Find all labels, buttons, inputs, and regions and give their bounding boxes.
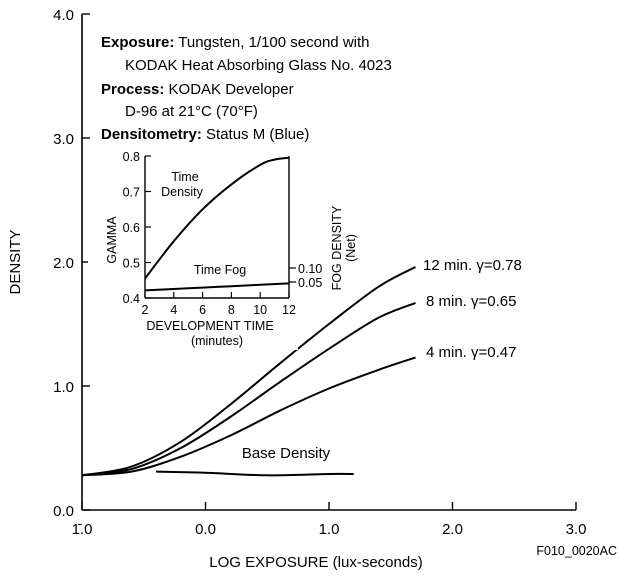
annotation-4-min: 4 min. γ=0.47 <box>426 344 516 361</box>
x-tick-label: 1̄.0 <box>72 521 93 538</box>
inset-annotation-time-fog: Time Fog <box>194 263 246 277</box>
inset-x-axis-label: DEVELOPMENT TIME <box>146 319 273 333</box>
densitometry-line: Densitometry: Status M (Blue) <box>101 126 309 143</box>
x-tick-label: 3.0 <box>566 521 587 538</box>
inset-y-tick-label: 0.4 <box>123 292 140 306</box>
inset-x-tick-label: 4 <box>170 303 177 317</box>
y-tick-label: 3.0 <box>53 131 74 148</box>
exposure-text: Tungsten, 1/100 second with <box>174 34 369 51</box>
series-base-density <box>156 470 354 477</box>
main-x-axis-label: LOG EXPOSURE (lux-seconds) <box>209 554 422 571</box>
annotation-base-density: Base Density <box>242 445 331 462</box>
exposure-label: Exposure: <box>101 34 174 51</box>
inset-right-tick-label: 0.05 <box>298 276 322 290</box>
inset-y-tick-label: 0.8 <box>123 150 140 164</box>
densitometry-text: Status M (Blue) <box>202 126 310 143</box>
inset-x-axis-label-2: (minutes) <box>191 334 243 348</box>
y-tick-label: 4.0 <box>53 7 74 24</box>
inset-annotation-time: Time <box>171 170 198 184</box>
inset-y-tick-label: 0.6 <box>123 221 140 235</box>
y-tick-label: 1.0 <box>53 379 74 396</box>
inset-y-axis-label: GAMMA <box>105 216 119 264</box>
inset-x-tick-label: 12 <box>282 303 296 317</box>
inset-series-time-fog <box>144 282 290 292</box>
x-tick-label: 1.0 <box>319 521 340 538</box>
series-8-min-0-65 <box>81 301 416 477</box>
densitometry-label: Densitometry: <box>101 126 202 143</box>
process-line: Process: KODAK Developer <box>101 81 294 98</box>
inset-y-tick-label: 0.5 <box>123 257 140 271</box>
series-12-min-0-78 <box>81 266 416 477</box>
inset-x-tick-label: 8 <box>228 303 235 317</box>
inset-right-tick-label: 0.10 <box>298 262 322 276</box>
x-tick-label: 0.0 <box>195 521 216 538</box>
annotation-12-min: 12 min. γ=0.78 <box>423 257 522 274</box>
inset-right-axis-label: FOG DENSITY <box>330 205 344 290</box>
inset-x-tick-label: 10 <box>253 303 267 317</box>
inset-annotation-density: Density <box>161 185 203 199</box>
process-text: KODAK Developer <box>164 81 293 98</box>
process-line-2: D-96 at 21°C (70°F) <box>125 103 258 120</box>
exposure-line-2: KODAK Heat Absorbing Glass No. 4023 <box>125 57 392 74</box>
exposure-line: Exposure: Tungsten, 1/100 second with <box>101 34 370 51</box>
inset-right-axis-label-2: (Net) <box>344 234 358 262</box>
figure-code: F010_0020AC <box>536 544 617 558</box>
series-4-min-0-47 <box>81 356 416 477</box>
main-y-axis-label: DENSITY <box>7 229 24 294</box>
x-tick-label: 2.0 <box>442 521 463 538</box>
process-label: Process: <box>101 81 164 98</box>
inset-x-tick-label: 6 <box>199 303 206 317</box>
inset-background <box>88 150 298 350</box>
inset-y-tick-label: 0.7 <box>123 186 140 200</box>
inset-x-tick-label: 2 <box>142 303 149 317</box>
annotation-8-min: 8 min. γ=0.65 <box>426 293 516 310</box>
y-tick-label: 0.0 <box>53 503 74 520</box>
y-tick-label: 2.0 <box>53 255 74 272</box>
inset-series-time-density <box>144 156 290 280</box>
